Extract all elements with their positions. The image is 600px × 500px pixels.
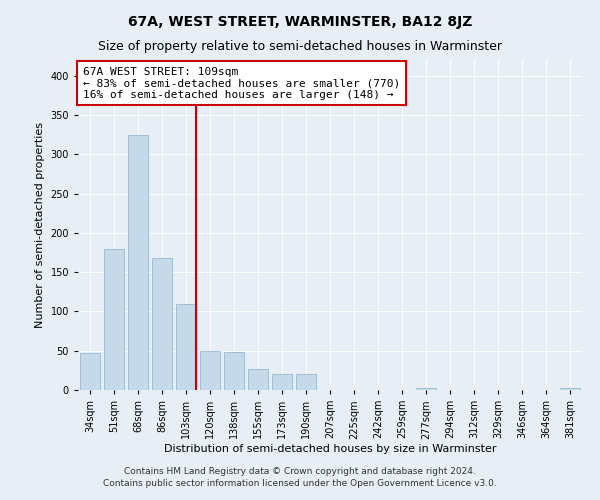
Bar xyxy=(152,258,172,390)
Bar xyxy=(416,388,436,390)
Bar xyxy=(248,369,268,390)
Bar xyxy=(560,388,580,390)
Bar xyxy=(272,374,292,390)
Y-axis label: Number of semi-detached properties: Number of semi-detached properties xyxy=(35,122,45,328)
Text: Contains HM Land Registry data © Crown copyright and database right 2024.
Contai: Contains HM Land Registry data © Crown c… xyxy=(103,466,497,487)
Bar xyxy=(128,134,148,390)
Text: Size of property relative to semi-detached houses in Warminster: Size of property relative to semi-detach… xyxy=(98,40,502,53)
Bar xyxy=(224,352,244,390)
Bar xyxy=(200,350,220,390)
X-axis label: Distribution of semi-detached houses by size in Warminster: Distribution of semi-detached houses by … xyxy=(164,444,496,454)
Text: 67A WEST STREET: 109sqm
← 83% of semi-detached houses are smaller (770)
16% of s: 67A WEST STREET: 109sqm ← 83% of semi-de… xyxy=(83,66,400,100)
Bar xyxy=(104,248,124,390)
Bar xyxy=(80,353,100,390)
Text: 67A, WEST STREET, WARMINSTER, BA12 8JZ: 67A, WEST STREET, WARMINSTER, BA12 8JZ xyxy=(128,15,472,29)
Bar xyxy=(296,374,316,390)
Bar xyxy=(176,304,196,390)
